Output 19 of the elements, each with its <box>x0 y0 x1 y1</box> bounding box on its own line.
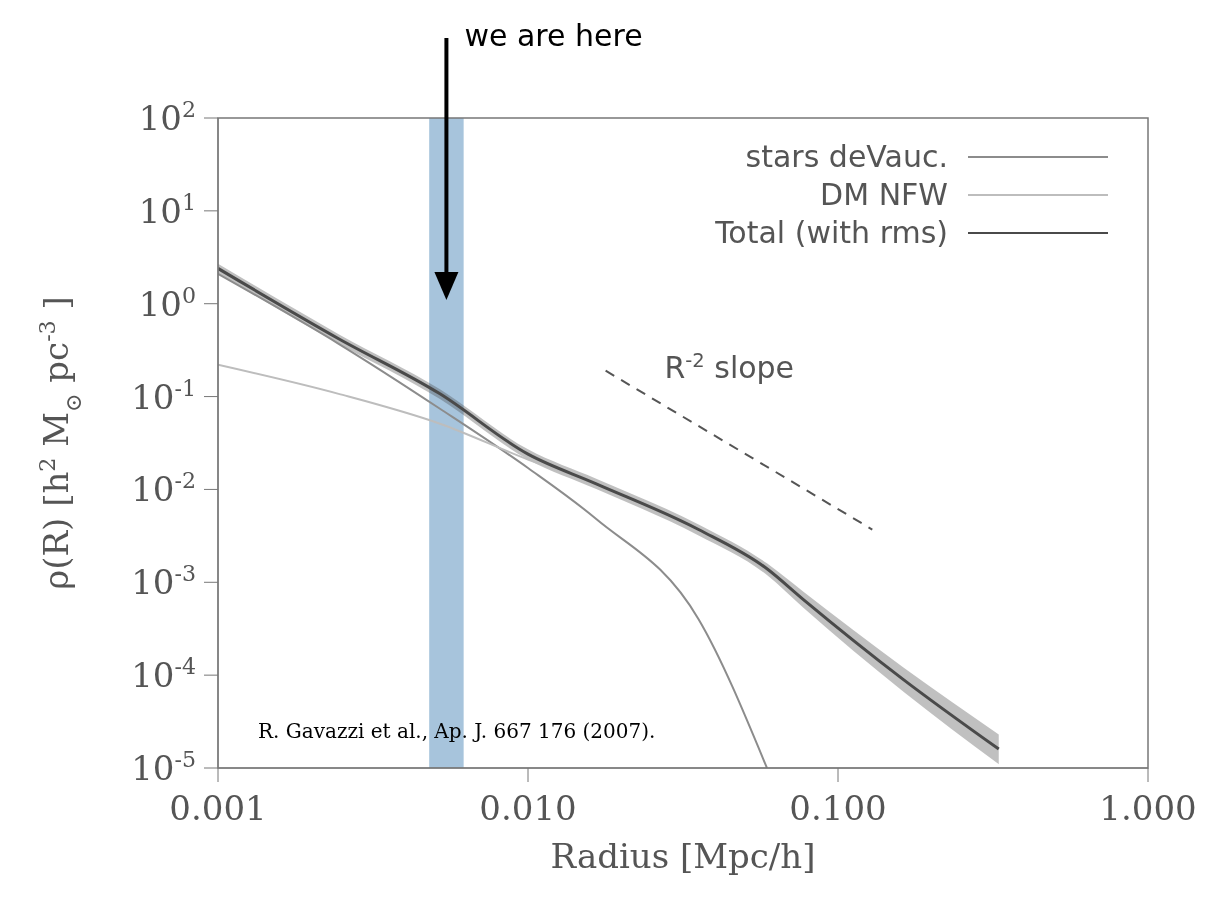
annotation: R. Gavazzi et al., Ap. J. 667 176 (2007). <box>258 719 656 743</box>
y-tick-label: 10$^{0}$ <box>138 281 196 324</box>
legend-label: Total (with rms) <box>715 214 948 252</box>
y-tick-label: 10$^{-3}$ <box>131 560 196 603</box>
y-tick-label: 10$^{-1}$ <box>131 374 196 417</box>
y-tick-label: 10$^{-2}$ <box>131 467 196 510</box>
y-tick-label: 10$^{-4}$ <box>131 653 196 696</box>
legend-label: stars deVauc. <box>745 138 948 176</box>
text: we are here <box>464 18 643 53</box>
x-tick-label: 0.010 <box>479 788 577 829</box>
annotation: R$^{-2}$ slope <box>664 348 795 385</box>
x-tick-label: 0.001 <box>169 788 267 829</box>
y-tick-label: 10$^{2}$ <box>138 96 196 138</box>
legend-label: DM NFW <box>820 176 948 214</box>
y-tick-label: 10$^{1}$ <box>138 188 196 231</box>
x-axis-title: Radius [Mpc/h] <box>550 836 816 876</box>
x-tick-label: 1.000 <box>1099 788 1197 829</box>
y-tick-label: 10$^{-5}$ <box>131 746 196 788</box>
x-tick-label: 0.100 <box>789 788 887 829</box>
